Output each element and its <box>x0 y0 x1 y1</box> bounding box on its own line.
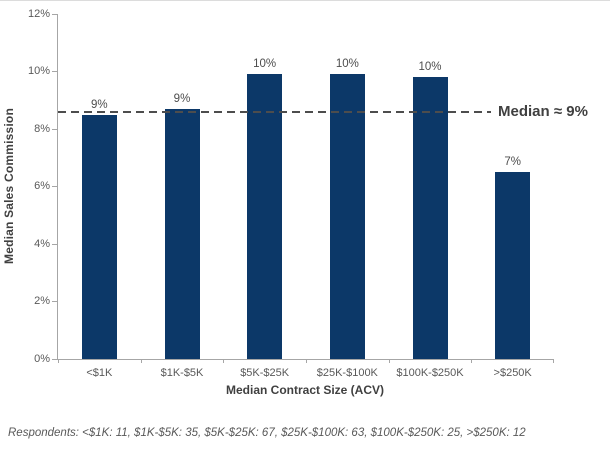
respondents-note: Respondents: <$1K: 11, $1K-$5K: 35, $5K-… <box>8 427 526 439</box>
x-tick <box>306 359 307 363</box>
x-axis-title: Median Contract Size (ACV) <box>225 383 384 397</box>
x-category-label: <$1K <box>86 367 113 379</box>
bar <box>164 108 200 359</box>
y-tick-label: 10% <box>27 65 50 77</box>
x-tick <box>58 359 59 363</box>
x-tick <box>140 359 142 363</box>
bar-value-label: 7% <box>504 156 521 169</box>
x-tick <box>553 359 554 363</box>
y-tick <box>52 186 57 187</box>
bar <box>495 172 531 359</box>
y-tick-label: 12% <box>27 7 50 20</box>
x-category-label: $25K-$100K <box>316 367 378 379</box>
x-category-label: $1K-$5K <box>160 367 204 379</box>
median-line <box>58 110 491 113</box>
y-tick <box>52 71 57 72</box>
plot-area: 9% <$1K 9% $1K-$5K 10% $5K-$25K 10% $25K-$100K 1… <box>52 13 588 379</box>
y-tick <box>52 13 57 15</box>
y-tick <box>52 301 57 302</box>
y-tick <box>52 128 57 130</box>
x-tick <box>388 359 390 363</box>
bar-value-label: 9% <box>173 92 191 105</box>
y-tick-label: 6% <box>34 180 50 192</box>
y-tick-label: 2% <box>34 295 50 307</box>
bar <box>412 77 448 359</box>
bar-value-label: 10% <box>335 58 359 71</box>
x-tick <box>471 359 473 363</box>
bar-value-label: 9% <box>91 98 108 111</box>
y-tick-label: 8% <box>34 122 50 135</box>
y-tick <box>52 243 57 245</box>
x-category-label: $5K-$25K <box>240 367 290 379</box>
x-category-label: >$250K <box>493 367 532 379</box>
bar-value-label: 10% <box>253 58 277 71</box>
bar <box>81 114 117 359</box>
x-tick <box>223 359 225 363</box>
bar-value-label: 10% <box>418 61 442 74</box>
y-tick-label: 4% <box>34 237 50 250</box>
y-tick-label: 0% <box>34 352 50 365</box>
bar <box>329 74 365 359</box>
x-category-label: $100K-$250K <box>396 367 464 379</box>
median-line-label: Median ≈ 9% <box>498 102 588 120</box>
y-tick <box>52 358 57 360</box>
bar <box>247 74 283 359</box>
